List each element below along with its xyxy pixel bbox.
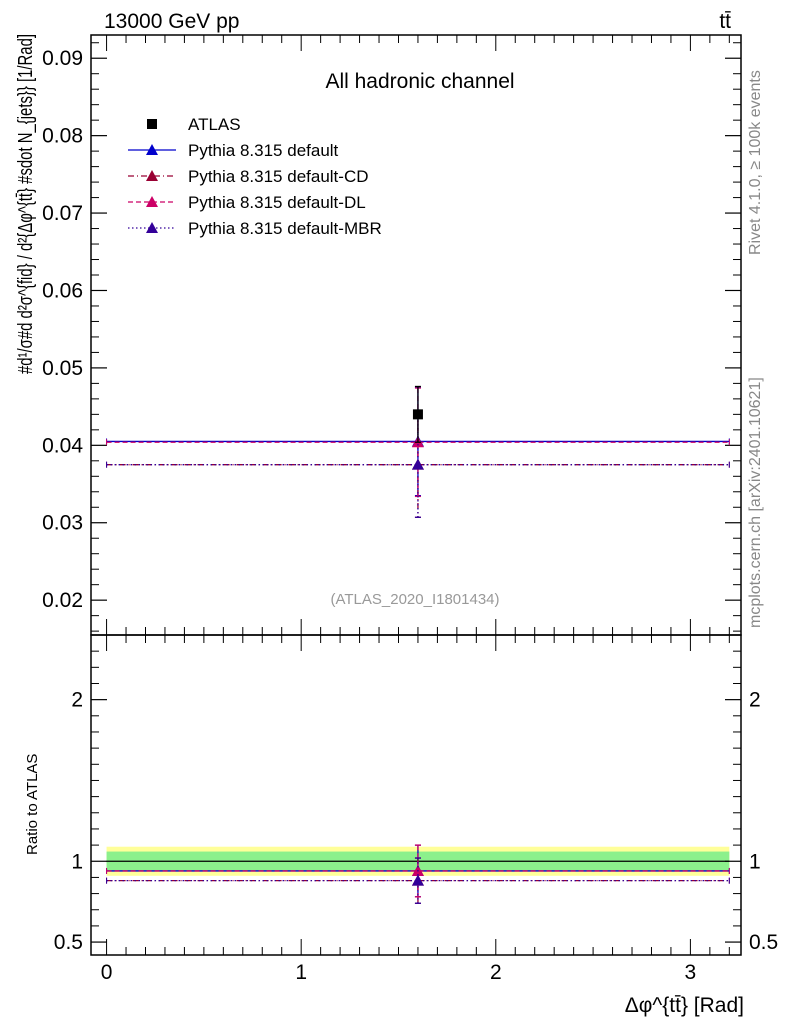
main-data-point: [412, 409, 423, 420]
main-plot-panel: 0.02 0.03 0.04 0.05 0.06 0.07 0.08 0.09: [42, 34, 742, 636]
energy-label: 13000 GeV pp: [104, 10, 239, 33]
legend-item-data: ATLAS: [147, 115, 241, 134]
legend-label-dl: Pythia 8.315 default-DL: [188, 193, 366, 212]
main-ytick-label: 0.07: [42, 202, 83, 225]
legend-label-default: Pythia 8.315 default: [188, 141, 339, 160]
ratio-ytick-label: 1: [71, 850, 83, 873]
analysis-watermark: (ATLAS_2020_I1801434): [330, 591, 499, 608]
ratio-ytick-label: 2: [71, 689, 83, 712]
legend-marker-mbr: [146, 222, 158, 233]
ratio-mbr-point: [411, 874, 424, 886]
legend-label-cd: Pythia 8.315 default-CD: [188, 167, 369, 186]
main-ytick-label: 0.05: [42, 357, 83, 380]
legend-marker-data: [147, 119, 157, 129]
process-label: tt̄: [719, 10, 731, 33]
legend-marker-cd: [146, 170, 158, 181]
main-ytick-label: 0.08: [42, 125, 83, 148]
legend: ATLAS Pythia 8.315 default Pythia 8.315 de…: [128, 115, 382, 238]
legend-item-cd: Pythia 8.315 default-CD: [128, 167, 369, 186]
x-axis-label: Δφ^{tt̄} [Rad]: [625, 994, 744, 1017]
x-tick-label: 2: [490, 961, 502, 984]
main-ytick-label: 0.02: [42, 589, 83, 612]
main-ytick-label: 0.03: [42, 512, 83, 535]
legend-item-dl: Pythia 8.315 default-DL: [128, 193, 366, 212]
legend-marker-dl: [146, 196, 158, 207]
ratio-plot-panel: 0.5 0.5 1 1 2 2 0 1 2 3: [54, 634, 778, 984]
ratio-frame: [90, 634, 742, 956]
main-ytick-label: 0.04: [42, 434, 83, 457]
main-y-axis-label: #d¹/σ#d d²σ^{fid} / d²{Δφ^{tt̄} #sdot N_…: [15, 34, 37, 374]
rivet-version-label: Rivet 4.1.0, ≥ 100k events: [747, 70, 764, 255]
ratio-ytick-label: 0.5: [54, 931, 83, 954]
main-ytick-label: 0.06: [42, 279, 83, 302]
legend-label-data: ATLAS: [188, 115, 241, 134]
legend-label-mbr: Pythia 8.315 default-MBR: [188, 219, 382, 238]
main-ytick-label: 0.09: [42, 47, 83, 70]
x-tick-label: 1: [295, 961, 307, 984]
legend-marker-default: [146, 144, 158, 155]
mcplots-label: mcplots.cern.ch [arXiv:2401.10621]: [747, 377, 764, 628]
legend-item-default: Pythia 8.315 default: [128, 141, 339, 160]
x-tick-label: 3: [685, 961, 697, 984]
ratio-ytick-label-right: 0.5: [749, 931, 778, 954]
main-mbr-point: [411, 458, 424, 470]
ratio-ytick-label-right: 2: [749, 689, 761, 712]
chart-title: All hadronic channel: [325, 70, 514, 93]
ratio-ytick-label-right: 1: [749, 850, 761, 873]
legend-item-mbr: Pythia 8.315 default-MBR: [128, 219, 382, 238]
ratio-y-axis-label: Ratio to ATLAS: [24, 754, 41, 855]
x-tick-label: 0: [101, 961, 113, 984]
